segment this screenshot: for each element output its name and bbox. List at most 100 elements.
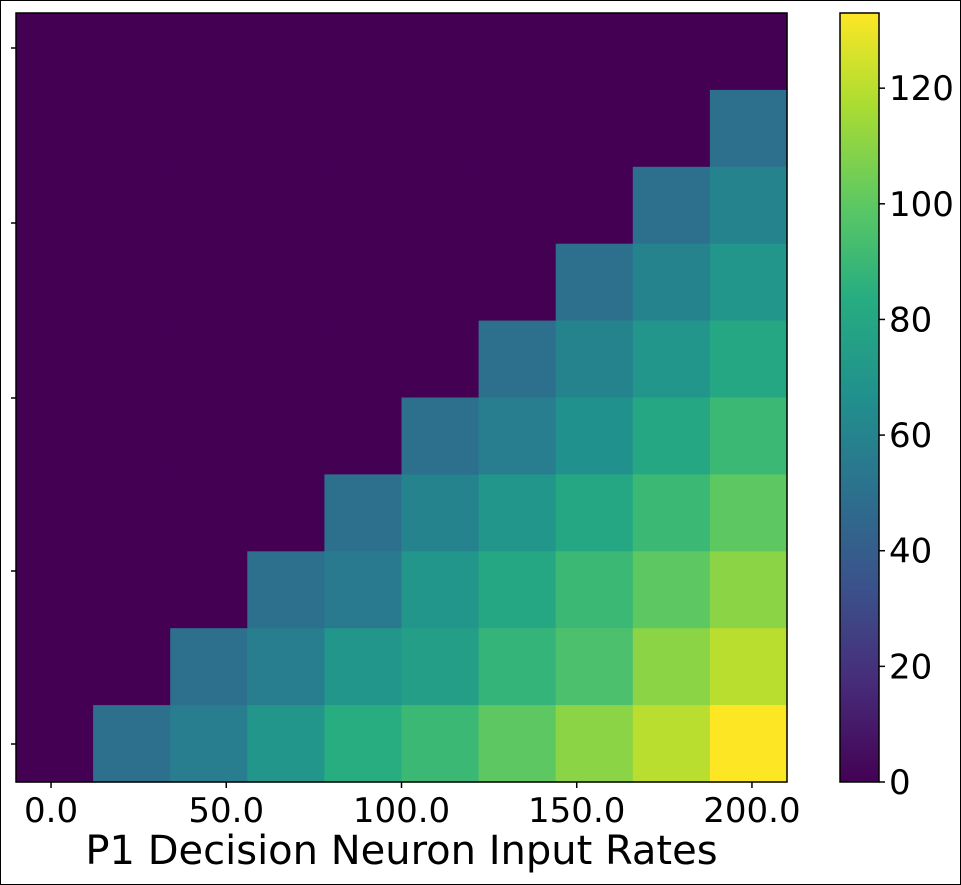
heatmap-cell	[632, 13, 711, 91]
heatmap-cell	[632, 628, 711, 706]
heatmap-cell	[401, 243, 480, 322]
heatmap-cell	[632, 166, 711, 245]
heatmap-cell	[324, 628, 403, 706]
heatmap-cell	[632, 705, 711, 783]
heatmap-cell	[401, 13, 480, 91]
heatmap-cell	[324, 243, 403, 322]
colorbar	[839, 12, 880, 783]
heatmap-cell	[170, 474, 248, 552]
heatmap-cell	[93, 628, 171, 706]
colorbar-tick-label: 0	[889, 763, 911, 803]
heatmap-cell	[324, 320, 403, 399]
y-axis-ticks	[11, 47, 16, 745]
heatmap-cell	[247, 397, 325, 475]
heatmap-cell	[632, 243, 711, 322]
heatmap-cell	[632, 397, 711, 475]
heatmap-cell	[170, 243, 248, 322]
heatmap-cell	[555, 628, 634, 706]
heatmap-cells	[16, 13, 788, 783]
heatmap-cell	[555, 551, 634, 629]
heatmap-cell	[709, 551, 788, 629]
heatmap-cell	[401, 89, 480, 168]
heatmap-cell	[324, 474, 403, 552]
heatmap-cell	[247, 166, 325, 245]
heatmap-cell	[478, 320, 557, 399]
heatmap-cell	[170, 397, 248, 475]
heatmap-cell	[555, 397, 634, 475]
heatmap-cell	[324, 89, 403, 168]
colorbar-tick-label: 60	[889, 416, 932, 456]
heatmap-cell	[401, 474, 480, 552]
heatmap-cell	[401, 320, 480, 399]
heatmap-cell	[478, 628, 557, 706]
heatmap-cell	[93, 320, 171, 399]
colorbar-ticks: 0 20 40 60 80 100 120	[879, 69, 954, 803]
heatmap-cell	[324, 705, 403, 783]
heatmap-cell	[401, 551, 480, 629]
heatmap-cell	[247, 474, 325, 552]
heatmap-cell	[93, 13, 171, 91]
heatmap-cell	[709, 89, 788, 168]
colorbar-tick-label: 120	[889, 69, 954, 109]
heatmap-cell	[478, 705, 557, 783]
heatmap-cell	[170, 13, 248, 91]
heatmap-cell	[709, 628, 788, 706]
heatmap-cell	[632, 551, 711, 629]
heatmap-cell	[247, 89, 325, 168]
heatmap-cell	[709, 243, 788, 322]
x-axis-ticks: 0.0 50.0 100.0 150.0 200.0	[24, 782, 801, 831]
heatmap-cell	[555, 705, 634, 783]
heatmap-cell	[478, 474, 557, 552]
colorbar-tick-label: 100	[889, 185, 954, 225]
heatmap-cell	[247, 320, 325, 399]
heatmap-cell	[16, 628, 94, 706]
heatmap-cell	[170, 320, 248, 399]
heatmap-cell	[709, 705, 788, 783]
heatmap-cell	[93, 89, 171, 168]
heatmap-cell	[93, 474, 171, 552]
heatmap-cell	[16, 397, 94, 475]
colorbar-tick-label: 20	[889, 647, 932, 687]
heatmap-cell	[247, 705, 325, 783]
heatmap-cell	[247, 243, 325, 322]
heatmap-cell	[709, 320, 788, 399]
colorbar-tick-label: 80	[889, 300, 932, 340]
heatmap-cell	[16, 474, 94, 552]
heatmap-cell	[478, 89, 557, 168]
heatmap-cell	[93, 551, 171, 629]
x-tick-label: 100.0	[353, 791, 450, 831]
heatmap-cell	[401, 705, 480, 783]
heatmap-cell	[555, 89, 634, 168]
heatmap-cell	[16, 705, 94, 783]
heatmap-cell	[16, 320, 94, 399]
heatmap-cell	[170, 628, 248, 706]
heatmap-cell	[324, 13, 403, 91]
heatmap-cell	[632, 474, 711, 552]
heatmap-cell	[324, 166, 403, 245]
heatmap-cell	[555, 13, 634, 91]
x-tick-label: 50.0	[188, 791, 264, 831]
heatmap-cell	[401, 166, 480, 245]
heatmap-cell	[709, 397, 788, 475]
heatmap-cell	[478, 397, 557, 475]
heatmap-cell	[16, 166, 94, 245]
heatmap-cell	[555, 474, 634, 552]
heatmap-cell	[709, 474, 788, 552]
heatmap-cell	[16, 243, 94, 322]
heatmap-cell	[632, 320, 711, 399]
heatmap-cell	[247, 551, 325, 629]
heatmap-cell	[16, 13, 94, 91]
heatmap-cell	[401, 628, 480, 706]
heatmap-cell	[170, 166, 248, 245]
heatmap-cell	[324, 551, 403, 629]
heatmap-cell	[93, 705, 171, 783]
heatmap-cell	[170, 551, 248, 629]
heatmap-cell	[93, 166, 171, 245]
heatmap-cell	[170, 89, 248, 168]
colorbar-tick-label: 40	[889, 532, 932, 572]
x-axis-label: P1 Decision Neuron Input Rates	[85, 828, 717, 874]
heatmap-cell	[478, 551, 557, 629]
heatmap-cell	[247, 628, 325, 706]
heatmap-cell	[170, 705, 248, 783]
